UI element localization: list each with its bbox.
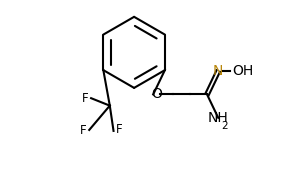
Text: F: F [80,124,87,137]
Text: 2: 2 [221,121,228,131]
Text: N: N [213,64,224,78]
Text: OH: OH [232,64,254,78]
Text: F: F [82,92,89,105]
Text: NH: NH [208,111,229,125]
Text: F: F [116,122,122,136]
Text: O: O [151,88,162,101]
